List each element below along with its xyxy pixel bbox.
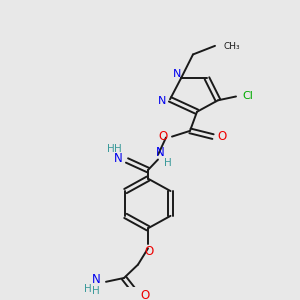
Text: O: O: [218, 130, 226, 143]
Text: O: O: [158, 130, 168, 143]
Text: N: N: [114, 152, 122, 165]
Text: H: H: [107, 144, 115, 154]
Text: H: H: [114, 144, 122, 154]
Text: N: N: [156, 146, 164, 159]
Text: H: H: [92, 286, 100, 296]
Text: H: H: [164, 158, 172, 168]
Text: O: O: [144, 245, 154, 258]
Text: O: O: [140, 289, 150, 300]
Text: H: H: [84, 284, 92, 294]
Text: N: N: [173, 69, 181, 79]
Text: N: N: [158, 96, 166, 106]
Text: CH₃: CH₃: [223, 42, 240, 51]
Text: Cl: Cl: [243, 91, 254, 100]
Text: N: N: [92, 273, 100, 286]
